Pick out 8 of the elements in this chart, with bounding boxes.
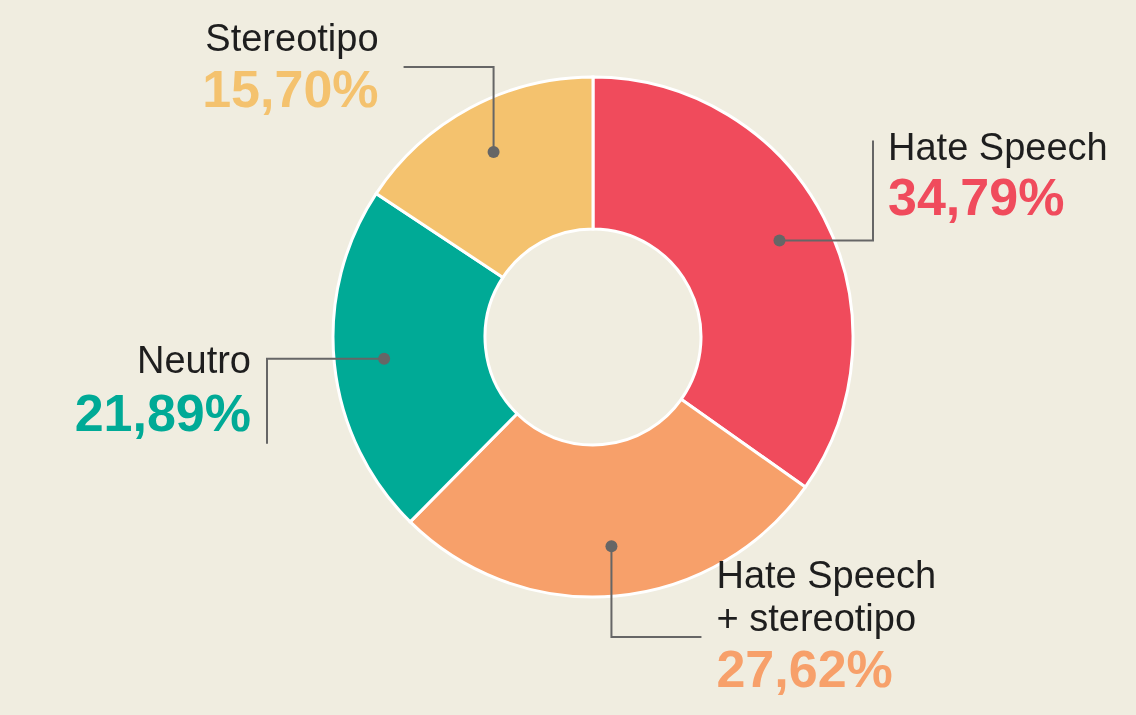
slice-label: Stereotipo <box>205 17 379 59</box>
data-label: 21,89% <box>74 383 251 442</box>
data-label: 27,62% <box>716 640 893 698</box>
data-label: 15,70% <box>202 60 379 118</box>
slice-label: Hate Speech <box>888 126 1108 169</box>
slice-label: Neutro <box>136 338 251 381</box>
data-label: 34,79% <box>888 168 1065 227</box>
slice-label: Hate Speech + stereotipo <box>716 554 937 639</box>
